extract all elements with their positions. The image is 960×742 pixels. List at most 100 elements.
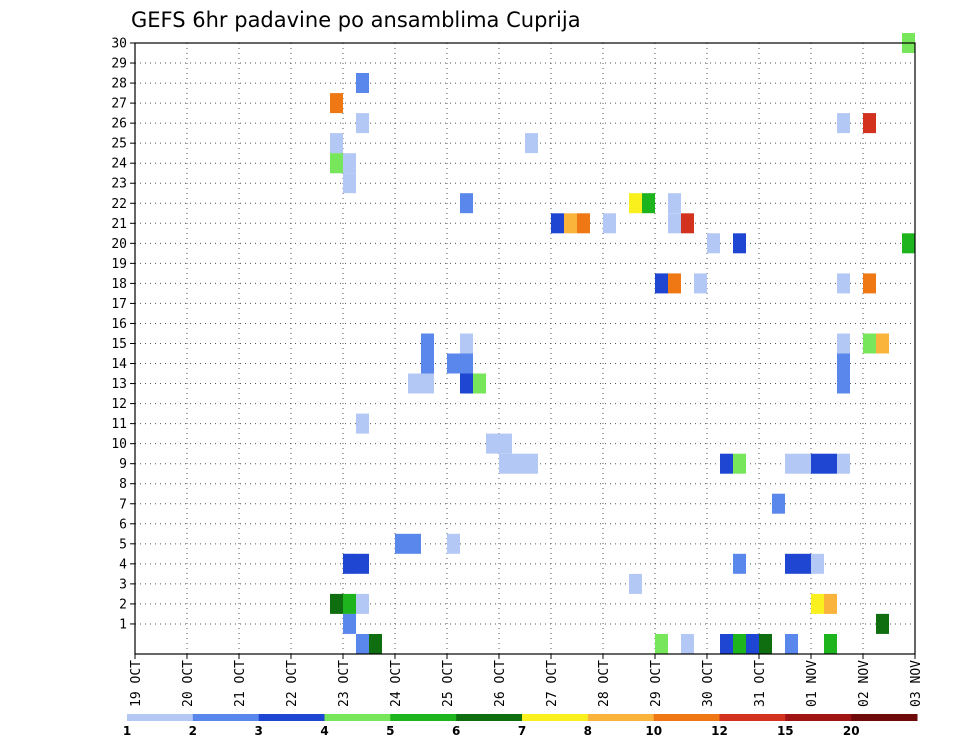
y-tick-label: 5 (119, 537, 127, 552)
precip-cell (447, 533, 460, 554)
legend-tick-label: 4 (320, 724, 328, 738)
precip-cell (668, 193, 681, 214)
precip-cell (356, 634, 369, 654)
legend-swatch (127, 714, 194, 721)
x-tick-label: 20 OCT (181, 660, 196, 707)
precip-cell (603, 213, 616, 234)
precip-cell (772, 493, 785, 514)
x-tick-label: 25 OCT (441, 660, 456, 707)
x-tick-label: 21 OCT (233, 660, 248, 707)
precip-cell (642, 193, 655, 214)
precip-cell (408, 373, 421, 394)
x-tick-label: 23 OCT (337, 660, 352, 707)
precip-cell (837, 353, 850, 374)
y-tick-label: 2 (119, 597, 127, 612)
precip-cell (356, 593, 369, 614)
precip-cell (863, 273, 876, 294)
precip-cell (473, 373, 486, 394)
precip-cell (343, 593, 356, 614)
precip-cell (720, 453, 733, 474)
y-tick-label: 25 (111, 137, 127, 152)
precip-cell (668, 213, 681, 234)
legend-swatch (522, 714, 589, 721)
precip-cell (811, 593, 824, 614)
x-tick-label: 27 OCT (545, 660, 560, 707)
legend-tick-label: 5 (386, 724, 394, 738)
precip-cell (356, 413, 369, 434)
legend-swatch (456, 714, 523, 721)
y-tick-label: 20 (111, 237, 127, 252)
y-tick-label: 10 (111, 437, 127, 452)
precip-cell (876, 613, 889, 634)
precip-cell (785, 634, 798, 654)
precip-cell (447, 353, 460, 374)
precip-cell (837, 453, 850, 474)
precip-cell (785, 553, 798, 574)
legend-tick-label: 10 (645, 724, 662, 738)
precip-cell (681, 634, 694, 654)
plot-frame (134, 42, 916, 655)
precip-cell (525, 133, 538, 154)
legend-tick-label: 8 (584, 724, 592, 738)
precip-cell (460, 373, 473, 394)
precip-cell (499, 453, 512, 474)
y-tick-label: 16 (111, 317, 127, 332)
precip-cell (811, 453, 824, 474)
y-tick-label: 17 (111, 297, 127, 312)
y-tick-label: 9 (119, 457, 127, 472)
precip-cell (902, 233, 915, 254)
precip-cell (837, 273, 850, 294)
precip-cell (837, 333, 850, 354)
precip-cell (707, 233, 720, 254)
precip-cell (395, 533, 408, 554)
legend-swatch (324, 714, 391, 721)
precip-cell (356, 553, 369, 574)
precip-cell (668, 273, 681, 294)
y-tick-label: 11 (111, 417, 127, 432)
y-tick-label: 8 (119, 477, 127, 492)
x-tick-label: 03 NOV (909, 660, 924, 707)
y-tick-label: 13 (111, 377, 127, 392)
legend-tick-label: 2 (189, 724, 197, 738)
y-tick-label: 6 (119, 517, 127, 532)
x-tick-label: 26 OCT (493, 660, 508, 707)
y-tick-label: 3 (119, 577, 127, 592)
legend-tick-label: 7 (518, 724, 526, 738)
precip-cell (343, 153, 356, 174)
y-tick-label: 7 (119, 497, 127, 512)
precip-cell (356, 113, 369, 134)
y-tick-label: 14 (111, 357, 127, 372)
legend-swatch (192, 714, 260, 721)
precip-cell (343, 553, 356, 574)
precip-cell (863, 113, 876, 134)
y-tick-label: 18 (111, 277, 127, 292)
precip-cell (824, 453, 837, 474)
y-tick-label: 24 (111, 157, 127, 172)
legend-tick-label: 20 (843, 724, 860, 738)
x-tick-label: 01 NOV (805, 660, 820, 707)
precip-cell (798, 453, 811, 474)
precip-cell (863, 333, 876, 354)
precip-cell (499, 433, 512, 454)
precip-cell (629, 193, 642, 214)
precip-cell (759, 634, 772, 654)
precip-cell (421, 373, 434, 394)
y-tick-label: 22 (111, 197, 127, 212)
precip-cell (694, 273, 707, 294)
y-tick-label: 30 (111, 37, 127, 52)
precip-cell (785, 453, 798, 474)
y-tick-label: 27 (111, 97, 127, 112)
y-tick-label: 1 (119, 617, 127, 632)
y-tick-label: 26 (111, 117, 127, 132)
legend-swatch (653, 714, 720, 721)
precip-cell (681, 213, 694, 234)
x-axis: 19 OCT 20 OCT 21 OCT 22 OCT 23 OCT 24 OCT 25 O… (129, 654, 924, 707)
precip-cell (512, 453, 525, 474)
color-legend: 1 2 3 4 5 6 7 8 10 12 15 20 (123, 714, 918, 738)
x-tick-label: 30 OCT (701, 660, 716, 707)
legend-swatch (719, 714, 786, 721)
y-axis: 1234567891011121314151617181920212223242… (111, 37, 135, 632)
x-tick-label: 22 OCT (285, 660, 300, 707)
precip-cell (408, 533, 421, 554)
